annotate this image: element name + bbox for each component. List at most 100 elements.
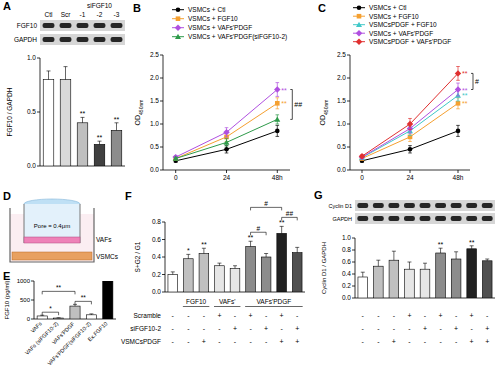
y-tick-label: 1.5 xyxy=(150,97,159,104)
table-cell: - xyxy=(362,325,365,332)
y-tick-label: 2.0 xyxy=(150,74,159,81)
point xyxy=(173,156,179,161)
blot-band xyxy=(60,23,72,28)
bar xyxy=(230,268,240,292)
significance: ** xyxy=(281,87,287,94)
table-cell: + xyxy=(485,325,489,332)
row-label: VSMCsPDGF xyxy=(121,338,161,345)
y-tick-label: 500 xyxy=(20,297,31,303)
point xyxy=(275,129,280,134)
group-line xyxy=(214,306,240,307)
blot-band xyxy=(373,203,384,208)
error-bar xyxy=(264,254,268,258)
x-tick xyxy=(226,170,227,173)
blot-label: FGF10 xyxy=(17,22,38,29)
error-bar xyxy=(423,263,427,269)
legend-entry: VSMCs + VAFs'PDGF(siFGF10-2) xyxy=(188,33,287,41)
blot-band xyxy=(435,216,446,221)
table-cell: + xyxy=(217,312,221,319)
y-axis-label: Cyclin D1 / GAPDH xyxy=(321,242,327,294)
table-cell: - xyxy=(265,338,268,345)
series-line xyxy=(176,119,278,158)
point xyxy=(274,86,280,92)
significance: ** xyxy=(248,234,254,241)
table-cell: - xyxy=(172,325,175,332)
lane-label: Ctl xyxy=(45,11,54,18)
table-cell: - xyxy=(187,312,190,319)
blot-band xyxy=(482,203,493,208)
error-bar xyxy=(280,226,284,233)
panel-letter: E xyxy=(3,270,10,282)
y-tick-label: 0.0 xyxy=(152,288,161,295)
table-cell: + xyxy=(233,325,237,332)
panel-letter: D xyxy=(3,190,11,202)
error-bar xyxy=(454,252,458,259)
error-bar xyxy=(233,266,237,269)
table-cell: + xyxy=(249,312,253,319)
group-label: VAFs' xyxy=(219,298,236,305)
significance: # xyxy=(475,78,479,85)
significance: ** xyxy=(80,110,86,117)
error-bar xyxy=(407,262,411,269)
group-label: FGF10 xyxy=(186,298,207,305)
bar xyxy=(77,123,88,166)
significance: * xyxy=(187,247,190,254)
y-tick xyxy=(352,238,355,239)
bar xyxy=(277,233,287,292)
point xyxy=(455,70,461,76)
y-tick xyxy=(162,257,165,258)
blot-band xyxy=(111,37,123,42)
error-bar xyxy=(408,146,412,153)
blot-band xyxy=(466,203,477,208)
table-cell: - xyxy=(362,312,365,319)
y-axis xyxy=(350,55,351,170)
error-bar xyxy=(249,241,253,246)
x-tick-label: Ex.FGF10 xyxy=(87,320,109,342)
y-tick xyxy=(352,250,355,251)
x-tick-label: 0 xyxy=(174,174,178,181)
blot-strip xyxy=(40,34,125,45)
x-tick xyxy=(410,170,411,173)
group-line xyxy=(183,306,209,307)
table-cell: - xyxy=(234,312,237,319)
y-tick xyxy=(162,222,165,223)
error-bar xyxy=(57,317,61,318)
plot-area xyxy=(43,67,122,166)
table-cell: - xyxy=(393,312,396,319)
comparison-bracket xyxy=(251,232,267,235)
y-tick xyxy=(160,101,163,102)
x-tick-label: 48h xyxy=(272,174,283,181)
x-tick xyxy=(362,170,363,173)
table-cell: + xyxy=(295,338,299,345)
x-tick-label: 24 xyxy=(406,174,414,181)
table-cell: + xyxy=(202,338,206,345)
blot-strip xyxy=(40,20,125,31)
blot-band xyxy=(451,216,462,221)
y-tick-label: 0.6 xyxy=(152,236,161,243)
legend-entry: VSMCs + VAFs'PDGF xyxy=(369,30,433,37)
comparison-bracket xyxy=(42,291,75,294)
table-cell: + xyxy=(439,312,443,319)
legend-entry: VSMCs + FGF10 xyxy=(369,13,419,20)
comparison-bracket xyxy=(282,217,298,220)
y-tick xyxy=(31,281,34,282)
legend-marker xyxy=(175,34,181,39)
x-tick xyxy=(175,170,176,173)
y-axis-label: FGF10 / GAPDH xyxy=(6,87,13,136)
error-bar xyxy=(98,141,102,144)
table-cell: + xyxy=(454,325,458,332)
group-label: VAFs'PDGF xyxy=(257,298,292,305)
blot-band xyxy=(94,23,106,28)
blot-strip xyxy=(355,213,495,224)
bar xyxy=(168,275,178,293)
significance: ** xyxy=(279,219,285,226)
table-cell: - xyxy=(377,325,380,332)
blot-band xyxy=(466,216,477,221)
bar xyxy=(451,259,461,298)
point xyxy=(456,129,461,134)
significance: ** xyxy=(462,100,468,107)
table-cell: + xyxy=(280,338,284,345)
table-cell: + xyxy=(470,312,474,319)
x-tick-label: 0 xyxy=(360,174,364,181)
table-cell: - xyxy=(296,312,299,319)
